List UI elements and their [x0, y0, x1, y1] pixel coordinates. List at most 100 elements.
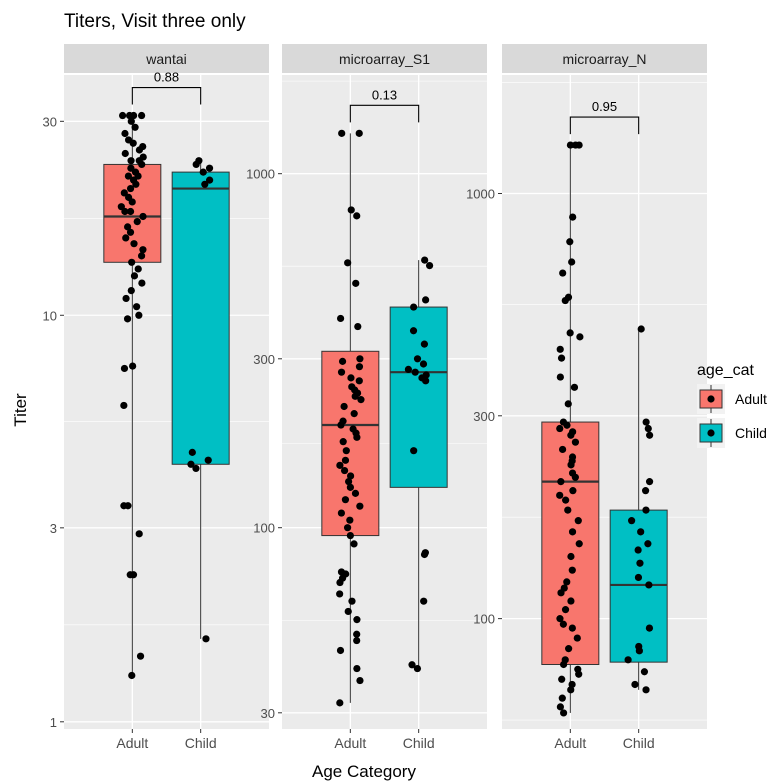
- significance-bracket: [131, 86, 202, 105]
- data-point: [559, 660, 568, 669]
- data-point: [573, 634, 581, 642]
- data-point: [138, 279, 146, 287]
- data-point: [126, 571, 134, 579]
- data-point: [346, 483, 354, 491]
- data-point: [351, 489, 360, 497]
- data-point: [121, 149, 129, 158]
- data-point: [127, 287, 135, 295]
- data-point: [342, 447, 350, 455]
- data-point: [124, 172, 133, 180]
- data-point: [558, 694, 566, 702]
- data-point: [336, 646, 345, 655]
- data-point: [120, 502, 128, 510]
- data-point: [129, 139, 137, 147]
- data-point: [340, 402, 348, 411]
- significance-bracket: [569, 116, 640, 135]
- p-value-label: 0.88: [154, 70, 179, 85]
- data-point: [341, 496, 350, 504]
- data-point: [642, 686, 650, 694]
- data-point: [120, 364, 129, 373]
- data-point: [420, 340, 429, 348]
- data-point: [556, 491, 564, 499]
- y-tick-label: 1000: [466, 187, 495, 202]
- data-point: [556, 373, 564, 381]
- legend-title: age_cat: [697, 362, 754, 379]
- data-point: [640, 668, 649, 676]
- facet-strip: [282, 44, 487, 73]
- data-point: [206, 176, 214, 184]
- box-child: [171, 171, 230, 465]
- data-point: [344, 607, 352, 616]
- data-point: [410, 447, 418, 455]
- data-point: [350, 410, 358, 418]
- facet-panel-wantai: wantai 1 3 10 30 Adult Child 0.88: [43, 44, 269, 751]
- data-point: [336, 461, 344, 469]
- y-tick-label: 10: [43, 308, 57, 323]
- data-point: [568, 528, 577, 536]
- data-point: [132, 180, 140, 188]
- data-point: [337, 368, 346, 376]
- data-point: [645, 581, 653, 589]
- data-point: [353, 616, 361, 624]
- chart-title: Titers, Visit three only: [64, 11, 246, 32]
- data-point: [563, 578, 571, 586]
- data-point: [559, 620, 567, 628]
- data-point: [344, 259, 352, 267]
- facet-strip-label: microarray_N: [562, 51, 646, 67]
- data-point: [350, 540, 358, 548]
- legend-entries: Adult Child: [697, 384, 767, 448]
- data-point: [569, 213, 577, 221]
- data-point: [410, 303, 418, 311]
- data-point: [336, 590, 344, 598]
- data-point: [628, 517, 636, 525]
- data-point: [646, 431, 654, 439]
- legend-entry-adult: Adult: [697, 384, 767, 414]
- data-point: [130, 272, 139, 280]
- x-tick-label: Adult: [554, 735, 586, 751]
- data-point: [576, 333, 584, 341]
- data-point: [565, 645, 573, 653]
- data-point: [559, 269, 567, 277]
- data-point: [566, 329, 574, 337]
- data-point: [133, 303, 141, 311]
- data-point: [571, 473, 579, 481]
- data-point: [562, 496, 570, 504]
- data-point: [571, 141, 580, 149]
- data-point: [568, 624, 576, 632]
- facet-strip: [502, 44, 707, 73]
- data-point: [556, 615, 564, 623]
- data-point: [558, 675, 566, 683]
- data-point: [644, 424, 652, 433]
- data-point: [636, 559, 644, 567]
- data-point: [567, 552, 575, 561]
- data-point: [343, 524, 352, 532]
- x-tick-label: Adult: [334, 735, 366, 751]
- data-point: [557, 589, 565, 597]
- data-point: [192, 464, 200, 473]
- data-point: [134, 265, 142, 273]
- data-point: [575, 670, 583, 678]
- data-point: [404, 365, 413, 373]
- legend-key-point: [707, 395, 715, 403]
- data-point: [128, 671, 136, 680]
- data-point: [353, 212, 361, 220]
- data-point: [338, 129, 346, 137]
- y-tick-label: 3: [50, 521, 57, 536]
- data-point: [571, 438, 580, 446]
- data-point: [188, 448, 196, 456]
- legend-entry-label: Child: [735, 425, 767, 441]
- data-point: [205, 164, 214, 172]
- legend: age_cat Adult Child: [697, 362, 767, 448]
- data-point: [641, 487, 650, 495]
- data-point: [574, 517, 582, 525]
- data-point: [353, 636, 361, 645]
- data-point: [137, 252, 146, 260]
- y-tick-label: 1: [50, 715, 57, 730]
- panel-background: [502, 75, 707, 729]
- data-point: [122, 294, 130, 303]
- legend-key-point: [707, 429, 715, 437]
- data-point: [355, 363, 364, 371]
- data-point: [354, 322, 362, 331]
- data-point: [347, 374, 355, 382]
- data-point: [569, 487, 577, 495]
